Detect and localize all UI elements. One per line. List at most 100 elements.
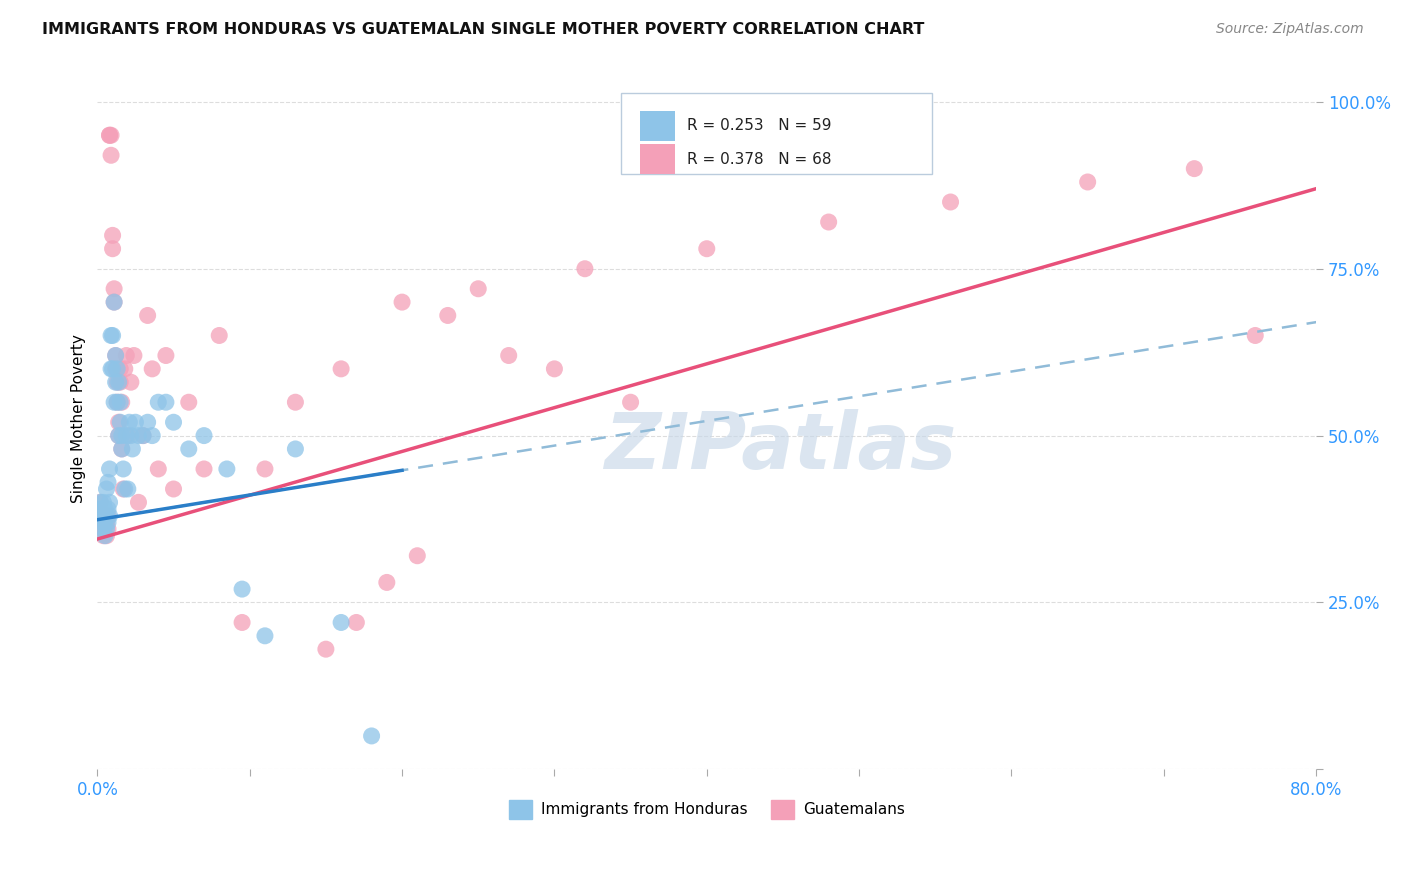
Point [87,516,110,530]
Point [155,395,177,409]
Point [98,495,121,509]
Point [107,415,129,429]
Point [115,349,138,363]
Point [108,395,131,409]
Point [391,295,413,310]
Point [574,261,596,276]
Text: R = 0.378   N = 68: R = 0.378 N = 68 [688,152,832,167]
Point [104,362,127,376]
Point [107,375,129,389]
Point [498,349,520,363]
Point [101,228,124,243]
Point [107,428,129,442]
Point [117,428,139,442]
Point [122,349,145,363]
Point [127,428,149,442]
Point [111,442,134,456]
Point [103,295,125,310]
Point [127,495,149,509]
Point [94,529,117,543]
Point [101,362,124,376]
Point [1244,328,1267,343]
Point [253,462,276,476]
Point [104,349,127,363]
Point [111,442,134,456]
Point [94,522,117,536]
Point [132,428,155,442]
Point [100,328,122,343]
Point [105,375,128,389]
Point [105,395,128,409]
Point [103,395,125,409]
Point [89,495,111,509]
Point [89,495,111,509]
Point [96,516,118,530]
Point [193,462,215,476]
Text: R = 0.253   N = 59: R = 0.253 N = 59 [688,119,832,134]
Point [98,462,121,476]
Point [105,362,128,376]
Point [375,575,398,590]
Point [96,522,118,536]
Point [93,508,115,523]
Point [93,522,115,536]
Point [100,362,122,376]
Point [360,729,382,743]
Point [118,415,141,429]
Point [436,309,458,323]
Point [93,529,115,543]
Point [108,375,131,389]
Point [103,295,125,310]
Point [177,395,200,409]
Point [141,428,163,442]
Point [115,428,138,442]
Point [97,516,120,530]
Legend: Immigrants from Honduras, Guatemalans: Immigrants from Honduras, Guatemalans [503,794,911,825]
Point [141,362,163,376]
Point [231,615,253,630]
Point [344,615,367,630]
Point [330,615,353,630]
Text: ZIPatlas: ZIPatlas [603,409,956,485]
Point [620,395,643,409]
Point [330,362,353,376]
Point [94,516,117,530]
Point [696,242,718,256]
Point [114,362,136,376]
Point [112,482,135,496]
Point [103,282,125,296]
Point [97,522,120,536]
Point [96,508,118,523]
Point [121,442,143,456]
Text: IMMIGRANTS FROM HONDURAS VS GUATEMALAN SINGLE MOTHER POVERTY CORRELATION CHART: IMMIGRANTS FROM HONDURAS VS GUATEMALAN S… [42,22,925,37]
Text: Source: ZipAtlas.com: Source: ZipAtlas.com [1216,22,1364,37]
Point [100,148,122,162]
Point [101,242,124,256]
Point [120,428,142,442]
Point [117,482,139,496]
Point [177,442,200,456]
Point [94,502,117,516]
Point [136,309,159,323]
Point [96,529,118,543]
Point [107,428,129,442]
Point [231,582,253,596]
Point [1077,175,1099,189]
Point [939,194,962,209]
Point [90,522,112,536]
Point [215,462,238,476]
Point [105,395,128,409]
Point [104,375,127,389]
Point [467,282,489,296]
Point [100,128,122,143]
Point [817,215,839,229]
FancyBboxPatch shape [621,93,932,174]
Point [93,516,115,530]
Point [315,642,337,657]
Point [104,349,127,363]
Point [132,428,155,442]
Point [108,362,131,376]
Point [111,395,134,409]
Point [93,495,115,509]
Point [120,375,142,389]
